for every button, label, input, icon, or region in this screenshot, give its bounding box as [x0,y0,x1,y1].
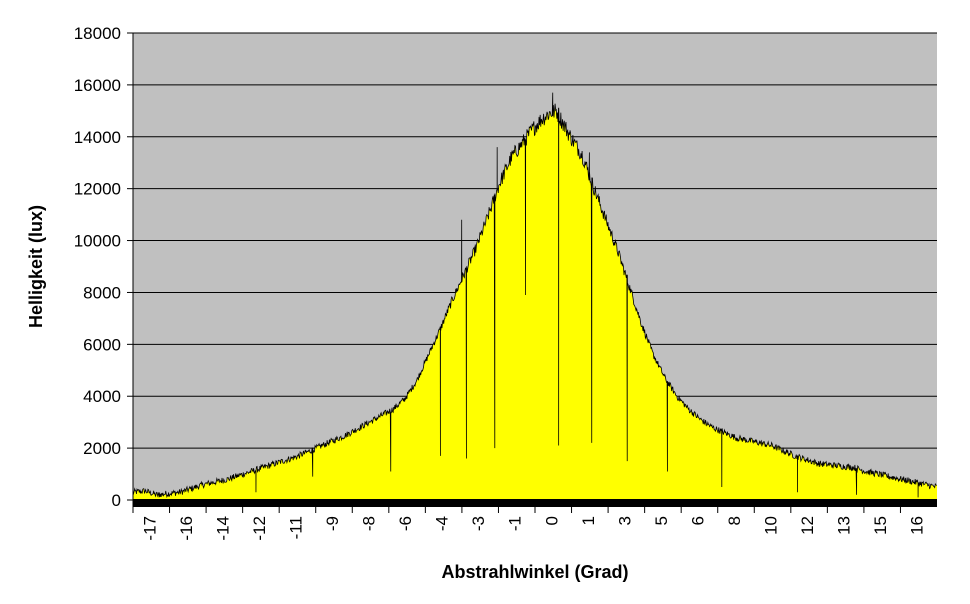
series-area-fill [133,92,937,501]
series-line [132,92,938,499]
x-tick-label: -17 [140,516,159,541]
x-tick-label: 5 [652,516,671,525]
x-tick-label: -14 [213,516,232,541]
x-tick-label: 15 [871,516,890,535]
x-tick-label: 1 [579,516,598,525]
x-tick-label: 10 [762,516,781,535]
y-tick-label: 18000 [74,24,121,43]
x-tick-label: 16 [908,516,927,535]
y-tick-label: 0 [112,491,121,510]
x-tick-label: -16 [177,516,196,541]
x-tick-label: 13 [835,516,854,535]
x-tick-label: -1 [506,516,525,531]
x-tick-label: -11 [287,516,306,539]
y-tick-label: 12000 [74,180,121,199]
y-tick-label: 2000 [83,439,121,458]
x-tick-label: 6 [689,516,708,525]
x-tick-label: -12 [250,516,269,541]
y-tick-label: 10000 [74,232,121,251]
x-tick-label: -3 [469,516,488,531]
y-tick-label: 8000 [83,283,121,302]
x-tick-label: -9 [323,516,342,531]
x-tick-label: -6 [396,516,415,531]
x-tick-label: 8 [725,516,744,525]
x-axis-title: Abstrahlwinkel (Grad) [441,562,628,582]
x-tick-label: -8 [360,516,379,531]
x-tick-label: 12 [798,516,817,535]
y-tick-label: 6000 [83,335,121,354]
y-tick-label: 4000 [83,387,121,406]
x-tick-label: 0 [542,516,561,525]
x-tick-label: 3 [615,516,634,525]
x-axis-ticks: -17 -16 -14 -12 -11 -9 -8 -6 -4 -3 -1 0 1 3 5 6 8 10 12 13 1… [132,507,927,541]
y-tick-label: 16000 [74,76,121,95]
y-tick-label: 14000 [74,128,121,147]
x-axis-baseline [133,499,937,507]
y-axis-title: Helligkeit (lux) [26,205,46,328]
x-tick-label: -4 [433,516,452,531]
y-axis-ticks: 0 2000 4000 6000 8000 10000 12000 14000 16000 180… [74,24,133,510]
